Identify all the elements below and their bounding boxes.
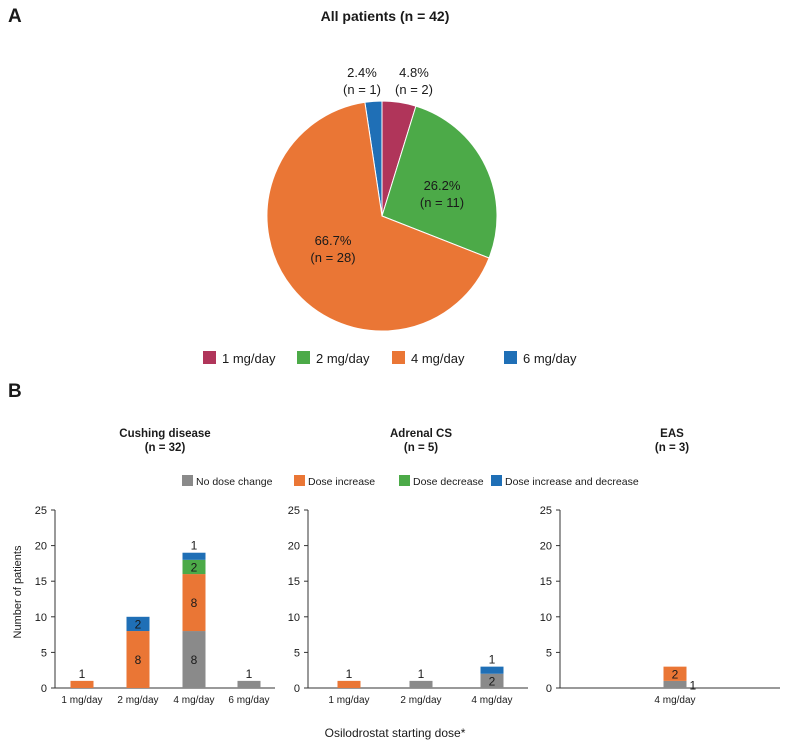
bar-segment-4-mg-day-dose-increase-and-decrease xyxy=(480,666,504,674)
pie-slice-2-mg-day xyxy=(381,105,498,259)
x-tick-label-4-mg-day: 4 mg/day xyxy=(654,695,695,706)
bar-panel-adrenal-cs: Adrenal CS (n = 5) 0 5 10 15 20 25 1 mg/day 2 mg/… xyxy=(288,428,528,706)
x-tick-label-2-mg-day: 2 mg/day xyxy=(400,695,441,706)
x-tick-label-4-mg-day: 4 mg/day xyxy=(471,695,512,706)
panel-title-eas: EAS xyxy=(660,428,684,440)
y-axis-label: Number of patients xyxy=(12,545,24,638)
pie-legend-label-1-mg-day: 1 mg/day xyxy=(222,351,276,366)
bar-segment-4-mg-day-dose-increase xyxy=(663,666,687,681)
bar-top-label: 1 xyxy=(346,667,353,681)
bar-legend-swatch-no-dose-change xyxy=(182,475,193,486)
y-tick-label: 5 xyxy=(294,647,300,659)
pie-legend-label-2-mg-day: 2 mg/day xyxy=(316,351,370,366)
x-tick-label-1-mg-day: 1 mg/day xyxy=(61,695,102,706)
y-tick-label: 25 xyxy=(540,505,552,517)
y-tick-label: 15 xyxy=(35,576,47,588)
bar-top-label: 1 xyxy=(418,667,425,681)
x-tick-label-4-mg-day: 4 mg/day xyxy=(173,695,214,706)
panel-subtitle-adrenal-cs: (n = 5) xyxy=(404,442,438,454)
bar-segment-2-mg-day-no-dose-change xyxy=(409,680,433,688)
bar-legend-label-no-dose-change: No dose change xyxy=(196,476,273,488)
bar-segment-6-mg-day-no-dose-change xyxy=(237,680,261,688)
bar-segment-4-mg-day-dose-increase-and-decrease xyxy=(182,552,206,560)
bar-side-label: 1 xyxy=(690,678,697,692)
y-tick-label: 5 xyxy=(546,647,552,659)
bar-inside-label: 2 xyxy=(489,674,496,688)
y-tick-label: 25 xyxy=(288,505,300,517)
y-tick-label: 25 xyxy=(35,505,47,517)
bar-inside-label: 2 xyxy=(672,667,679,681)
bar-segment-1-mg-day-dose-increase xyxy=(337,680,361,688)
bar-legend-label-dose-increase: Dose increase xyxy=(308,476,375,488)
panel-label-a: A xyxy=(8,6,22,27)
bar-top-label: 1 xyxy=(246,667,253,681)
y-tick-label: 0 xyxy=(41,683,47,695)
y-tick-label: 15 xyxy=(288,576,300,588)
bar-segment-1-mg-day-dose-increase xyxy=(70,680,94,688)
panel-title-cushing-disease: Cushing disease xyxy=(119,428,210,440)
y-tick-label: 10 xyxy=(540,612,552,624)
y-tick-label: 10 xyxy=(35,612,47,624)
pie-legend-swatch-2-mg-day xyxy=(297,351,310,364)
x-axis-label: Osilodrostat starting dose* xyxy=(325,726,466,740)
y-tick-label: 20 xyxy=(540,541,552,553)
bar-panel-cushing-disease: Cushing disease (n = 32) 0 5 10 15 20 25 1 mg/da… xyxy=(35,428,275,706)
bar-segment-4-mg-day-no-dose-change xyxy=(663,680,687,688)
pie-label-n-4-mg-day: (n = 28) xyxy=(310,250,355,265)
y-tick-label: 15 xyxy=(540,576,552,588)
bar-segment-4-mg-day-no-dose-change xyxy=(182,631,206,688)
x-tick-label-2-mg-day: 2 mg/day xyxy=(117,695,158,706)
bar-inside-label: 2 xyxy=(135,617,142,631)
y-tick-label: 0 xyxy=(294,683,300,695)
bar-inside-label: 8 xyxy=(191,596,198,610)
y-tick-label: 10 xyxy=(288,612,300,624)
pie-label-n-1-mg-day: (n = 2) xyxy=(395,82,433,97)
bar-top-label: 1 xyxy=(191,539,198,553)
pie-slice-4-mg-day xyxy=(266,101,490,332)
panel-subtitle-eas: (n = 3) xyxy=(655,442,689,454)
y-tick-label: 20 xyxy=(288,541,300,553)
bar-segment-2-mg-day-dose-increase xyxy=(126,631,150,688)
bar-legend-label-dose-increase-and-decrease: Dose increase and decrease xyxy=(505,476,639,488)
bar-panel-eas: EAS (n = 3) 0 5 10 15 20 25 4 mg/day 21 xyxy=(540,428,780,706)
pie-label-pct-4-mg-day: 66.7% xyxy=(315,233,352,248)
bar-legend-label-dose-decrease: Dose decrease xyxy=(413,476,484,488)
bar-inside-label: 8 xyxy=(191,653,198,667)
y-tick-label: 20 xyxy=(35,541,47,553)
bar-legend-swatch-dose-decrease xyxy=(399,475,410,486)
x-tick-label-1-mg-day: 1 mg/day xyxy=(328,695,369,706)
pie-legend: 1 mg/day 2 mg/day 4 mg/day 6 mg/day xyxy=(203,351,577,366)
pie-legend-swatch-1-mg-day xyxy=(203,351,216,364)
pie-label-pct-6-mg-day: 2.4% xyxy=(347,65,377,80)
x-tick-label-6-mg-day: 6 mg/day xyxy=(228,695,269,706)
y-tick-label: 5 xyxy=(41,647,47,659)
bar-segment-4-mg-day-dose-increase xyxy=(182,574,206,632)
pie-legend-swatch-6-mg-day xyxy=(504,351,517,364)
y-tick-label: 0 xyxy=(546,683,552,695)
bar-inside-label: 8 xyxy=(135,653,142,667)
bar-inside-label: 2 xyxy=(191,560,198,574)
panel-label-b: B xyxy=(8,381,22,402)
pie-legend-label-4-mg-day: 4 mg/day xyxy=(411,351,465,366)
pie-label-n-2-mg-day: (n = 11) xyxy=(420,195,464,210)
bar-segment-2-mg-day-dose-increase-and-decrease xyxy=(126,616,150,632)
pie-legend-swatch-4-mg-day xyxy=(392,351,405,364)
pie-label-pct-1-mg-day: 4.8% xyxy=(399,65,429,80)
bar-legend-swatch-dose-increase-and-decrease xyxy=(491,475,502,486)
pie-label-n-6-mg-day: (n = 1) xyxy=(343,82,381,97)
pie-title: All patients (n = 42) xyxy=(321,8,450,24)
bar-segment-4-mg-day-no-dose-change xyxy=(480,673,504,688)
pie-label-pct-2-mg-day: 26.2% xyxy=(424,178,461,193)
bar-legend-swatch-dose-increase xyxy=(294,475,305,486)
bar-segment-4-mg-day-dose-decrease xyxy=(182,559,206,575)
pie-legend-label-6-mg-day: 6 mg/day xyxy=(523,351,577,366)
bar-top-label: 1 xyxy=(489,653,496,667)
panel-subtitle-cushing-disease: (n = 32) xyxy=(145,442,186,454)
bar-top-label: 1 xyxy=(79,667,86,681)
pie-chart: 2.4% (n = 1) 4.8% (n = 2) 26.2% (n = 11) 66.7%… xyxy=(266,65,498,332)
bar-legend: No dose change Dose increase Dose decrease… xyxy=(182,475,639,488)
panel-title-adrenal-cs: Adrenal CS xyxy=(390,428,452,440)
